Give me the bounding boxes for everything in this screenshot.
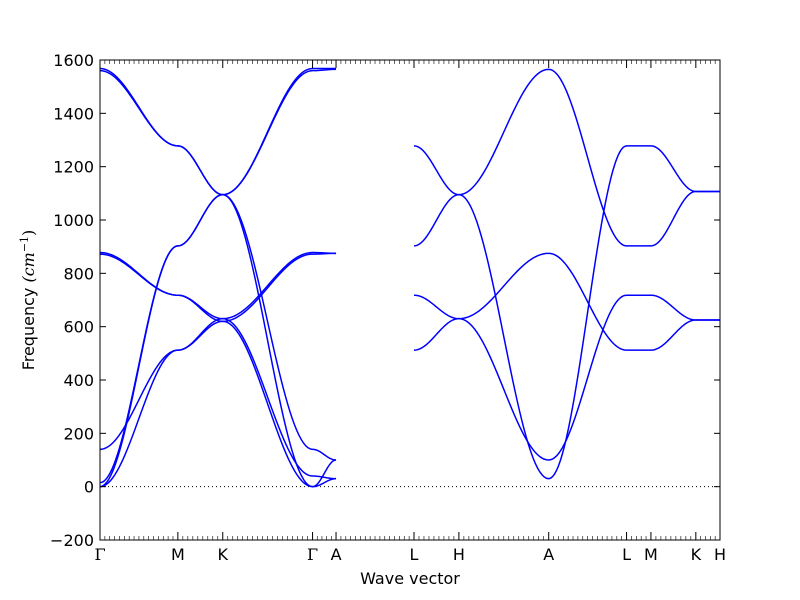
y-tick-label: 400 xyxy=(63,371,94,390)
y-tick-label: −200 xyxy=(50,531,94,550)
x-tick-label: H xyxy=(714,545,726,564)
x-tick-label: Γ xyxy=(94,545,105,564)
series-group xyxy=(99,67,720,488)
series-line-6 xyxy=(99,317,337,488)
plot-frame xyxy=(99,59,721,541)
y-axis-label: Frequency (cm−1) xyxy=(18,230,39,371)
x-tick-label: M xyxy=(171,545,185,564)
x-tick-label: L xyxy=(622,545,631,564)
series-line-7 xyxy=(99,320,337,488)
series-line-5 xyxy=(99,193,337,484)
x-tick-label: Γ xyxy=(307,545,318,564)
x-tick-label: L xyxy=(410,545,419,564)
y-tick-label: 1200 xyxy=(53,158,94,177)
y-tick-label: 600 xyxy=(63,318,94,337)
x-tick-label: K xyxy=(218,545,229,564)
x-tick-label: H xyxy=(453,545,465,564)
x-tick-label: K xyxy=(691,545,702,564)
y-axis: −200 0 200 400 600 800 1000 1200 1400 1600 xyxy=(50,51,720,550)
series-line-9 xyxy=(413,68,720,247)
y-tick-label: 1600 xyxy=(53,51,94,70)
y-tick-label: 800 xyxy=(63,264,94,283)
y-tick-label: 0 xyxy=(84,478,94,497)
y-axis-label-unit-exp: −1 xyxy=(18,236,31,252)
series-line-11 xyxy=(413,252,720,351)
y-axis-label-unit-base: (cm xyxy=(19,252,38,282)
x-tick-label: A xyxy=(331,545,342,564)
x-tick-label: M xyxy=(644,545,658,564)
y-axis-label-main: Frequency xyxy=(19,283,38,371)
x-axis-label: Wave vector xyxy=(360,569,460,588)
y-tick-label: 200 xyxy=(63,424,94,443)
y-tick-label: 1400 xyxy=(53,104,94,123)
x-tick-label: A xyxy=(543,545,554,564)
y-tick-label: 1000 xyxy=(53,211,94,230)
y-axis-label-unit-close: ) xyxy=(19,230,38,236)
